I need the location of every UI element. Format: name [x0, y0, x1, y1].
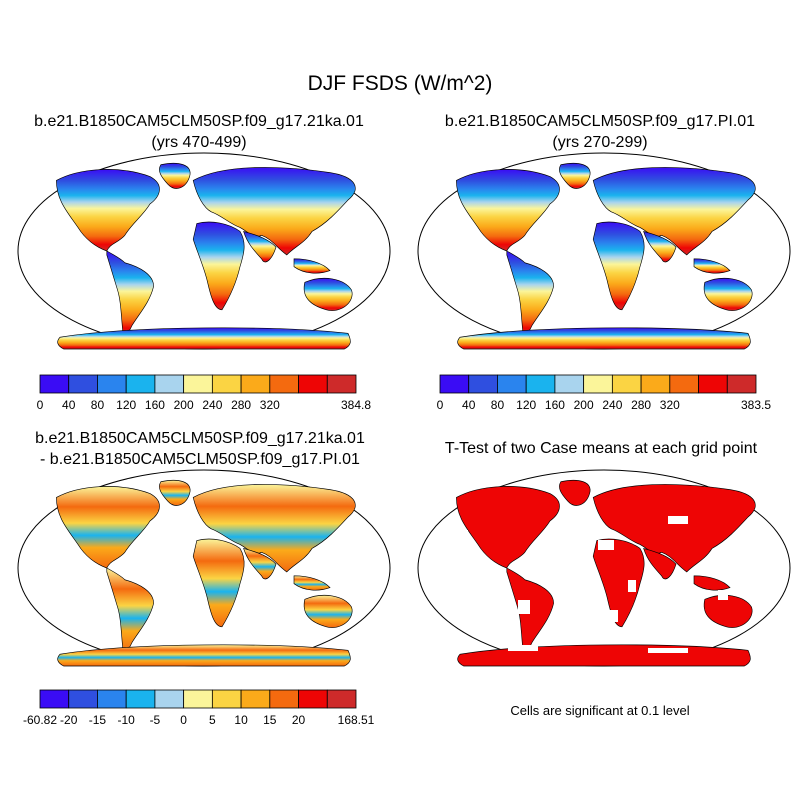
cb1-swatch [184, 375, 213, 393]
cb3-label: 0 [180, 713, 187, 727]
cb1-swatch [126, 375, 155, 393]
cb1-label: 120 [116, 398, 136, 412]
cb2-label: 80 [491, 398, 505, 412]
cb3-label: 168.51 [338, 713, 375, 727]
figure-canvas: 0 40 80 120 160 200 240 280 320 384.8 0 40 80 120 160… [0, 0, 800, 800]
cb2-swatch [469, 375, 498, 393]
cb2-swatch [584, 375, 613, 393]
panel2-map [418, 153, 790, 349]
cb3-swatch [126, 690, 155, 708]
cb3-label: -20 [60, 713, 78, 727]
cb1-swatch [241, 375, 270, 393]
cb1-label: 40 [62, 398, 76, 412]
cb2-swatch [612, 375, 641, 393]
cb2-label: 240 [602, 398, 622, 412]
cb3-swatch [327, 690, 356, 708]
cb3-label: -10 [118, 713, 136, 727]
cb2-label: 40 [462, 398, 476, 412]
cb3-swatch [40, 690, 69, 708]
cb3-label: 5 [209, 713, 216, 727]
colorbar-panel2: 0 40 80 120 160 200 240 280 320 383.5 [437, 375, 772, 412]
cb3-swatch [155, 690, 184, 708]
cb2-label: 383.5 [741, 398, 771, 412]
cb2-swatch [440, 375, 469, 393]
cb3-swatch [241, 690, 270, 708]
cb2-swatch [670, 375, 699, 393]
cb1-label: 0 [37, 398, 44, 412]
cb1-label: 160 [145, 398, 165, 412]
cb3-label: 10 [234, 713, 248, 727]
cb2-label: 0 [437, 398, 444, 412]
cb3-label: -5 [150, 713, 161, 727]
cb3-swatch [299, 690, 328, 708]
cb2-swatch [699, 375, 728, 393]
panel3-map [18, 470, 390, 666]
cb1-swatch [69, 375, 98, 393]
panel1-map [18, 153, 390, 349]
cb2-label: 320 [660, 398, 680, 412]
cb2-swatch [555, 375, 584, 393]
cb2-label: 120 [516, 398, 536, 412]
cb1-swatch [155, 375, 184, 393]
cb3-swatch [270, 690, 299, 708]
cb3-swatch [184, 690, 213, 708]
cb2-swatch [727, 375, 756, 393]
cb1-label: 80 [91, 398, 105, 412]
cb1-swatch [270, 375, 299, 393]
cb1-swatch [327, 375, 356, 393]
cb3-swatch [212, 690, 241, 708]
cb1-swatch [299, 375, 328, 393]
cb3-label: -60.82 [23, 713, 57, 727]
cb3-label: 20 [292, 713, 306, 727]
cb2-swatch [641, 375, 670, 393]
colorbar-panel1: 0 40 80 120 160 200 240 280 320 384.8 [37, 375, 372, 412]
cb3-swatch [69, 690, 98, 708]
cb1-label: 320 [260, 398, 280, 412]
colorbar-panel3: -60.82 -20 -15 -10 -5 0 5 10 15 20 168.51 [23, 690, 375, 727]
cb2-label: 200 [574, 398, 594, 412]
cb2-swatch [526, 375, 555, 393]
cb1-label: 280 [231, 398, 251, 412]
cb3-swatch [97, 690, 126, 708]
panel4-map [418, 470, 790, 666]
cb2-label: 280 [631, 398, 651, 412]
cb1-label: 200 [174, 398, 194, 412]
cb1-swatch [212, 375, 241, 393]
cb1-label: 240 [202, 398, 222, 412]
cb1-label: 384.8 [341, 398, 371, 412]
cb3-label: 15 [263, 713, 277, 727]
cb2-swatch [497, 375, 526, 393]
cb1-swatch [40, 375, 69, 393]
cb2-label: 160 [545, 398, 565, 412]
cb3-label: -15 [89, 713, 107, 727]
cb1-swatch [97, 375, 126, 393]
